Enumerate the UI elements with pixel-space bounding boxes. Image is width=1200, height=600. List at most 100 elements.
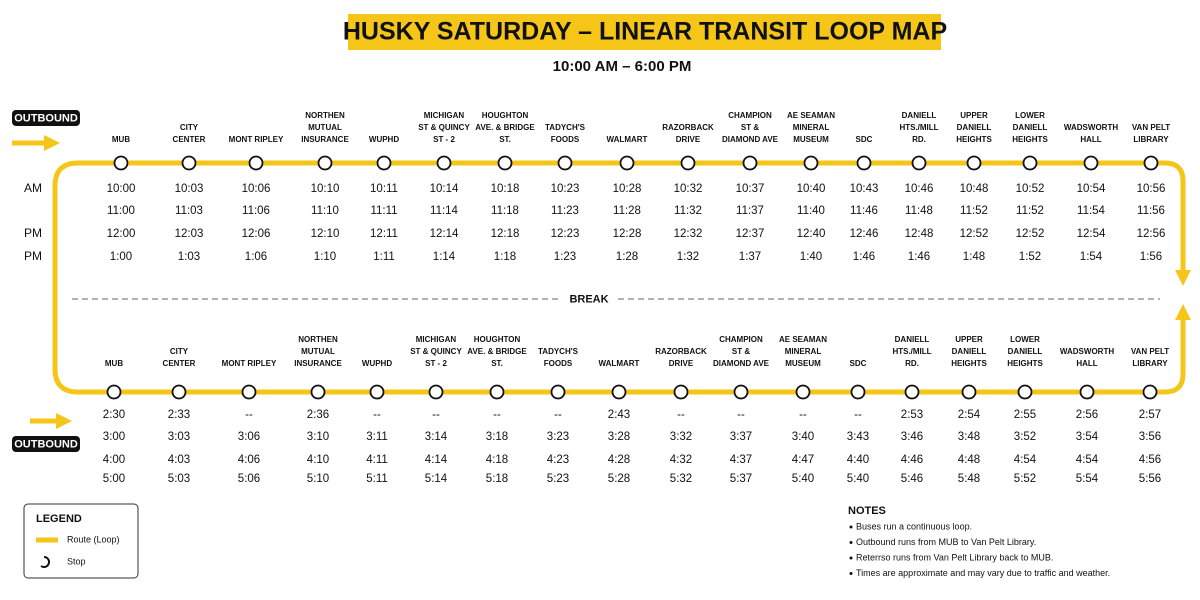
departure-time: 5:06 bbox=[238, 473, 260, 485]
departure-time: 3:00 bbox=[103, 431, 125, 443]
departure-time: 12:18 bbox=[491, 228, 520, 240]
stop-name: ST - 2 bbox=[433, 135, 455, 144]
stop-marker bbox=[1079, 384, 1095, 400]
departure-time: 3:40 bbox=[792, 431, 814, 443]
departure-time: 2:55 bbox=[1014, 409, 1036, 421]
stop-name: ST & QUINCY bbox=[418, 123, 470, 132]
departure-time: 1:40 bbox=[800, 251, 822, 263]
departure-time: 12:37 bbox=[736, 228, 765, 240]
stop-name: UPPER bbox=[960, 111, 988, 120]
stop-name: VAN PELT bbox=[1132, 123, 1170, 132]
stop-name: DANIELL bbox=[895, 335, 930, 344]
departure-time: 3:48 bbox=[958, 431, 980, 443]
departure-time: 3:06 bbox=[238, 431, 260, 443]
departure-time: 10:40 bbox=[797, 183, 826, 195]
stop-marker bbox=[171, 384, 187, 400]
departure-time: 10:00 bbox=[107, 183, 136, 195]
stop-marker bbox=[241, 384, 257, 400]
stop-name: LOWER bbox=[1015, 111, 1045, 120]
departure-time: 10:23 bbox=[551, 183, 580, 195]
departure-time: -- bbox=[799, 409, 807, 421]
departure-time: 2:54 bbox=[958, 409, 981, 421]
stop-name: WUPHD bbox=[362, 359, 392, 368]
departure-time: 12:40 bbox=[797, 228, 826, 240]
stop-marker bbox=[1017, 384, 1033, 400]
stop-name: DANIELL bbox=[952, 347, 987, 356]
departure-time: 1:28 bbox=[616, 251, 638, 263]
departure-time: 3:32 bbox=[670, 431, 692, 443]
stop-name: WALMART bbox=[599, 359, 640, 368]
departure-time: 1:03 bbox=[178, 251, 200, 263]
stop-marker bbox=[1083, 155, 1099, 171]
stop-name: WADSWORTH bbox=[1060, 347, 1114, 356]
departure-time: -- bbox=[737, 409, 745, 421]
stop-name: DRIVE bbox=[669, 359, 694, 368]
stop-marker bbox=[369, 384, 385, 400]
departure-time: 12:23 bbox=[551, 228, 580, 240]
stop-name: AVE. & BRIDGE bbox=[475, 123, 535, 132]
departure-time: 11:18 bbox=[491, 205, 519, 217]
stop-name: HOUGHTON bbox=[474, 335, 521, 344]
departure-time: 3:23 bbox=[547, 431, 569, 443]
stop-name: HALL bbox=[1080, 135, 1101, 144]
stop-name: ST & QUINCY bbox=[410, 347, 462, 356]
stop-name: WALMART bbox=[607, 135, 648, 144]
departure-time: 12:06 bbox=[242, 228, 271, 240]
departure-time: 3:43 bbox=[847, 431, 869, 443]
departure-time: 11:11 bbox=[370, 205, 397, 217]
departure-time: -- bbox=[854, 409, 862, 421]
departure-time: 4:23 bbox=[547, 454, 569, 466]
departure-time: 10:10 bbox=[311, 183, 340, 195]
departure-time: 12:46 bbox=[850, 228, 879, 240]
departure-time: 3:10 bbox=[307, 431, 329, 443]
departure-time: 5:40 bbox=[847, 473, 869, 485]
stop-name: NORTHEN bbox=[305, 111, 345, 120]
legend-item: Route (Loop) bbox=[67, 534, 120, 544]
departure-time: 10:32 bbox=[674, 183, 703, 195]
stop-name: DANIELL bbox=[1013, 123, 1048, 132]
departure-time: 4:48 bbox=[958, 454, 980, 466]
departure-time: 4:00 bbox=[103, 454, 125, 466]
departure-time: 1:00 bbox=[110, 251, 132, 263]
stop-name: ST - 2 bbox=[425, 359, 447, 368]
departure-time: 11:28 bbox=[613, 205, 641, 217]
note-bullet bbox=[849, 525, 853, 529]
departure-time: 5:23 bbox=[547, 473, 569, 485]
departure-time: 10:11 bbox=[370, 183, 398, 195]
departure-time: 5:18 bbox=[486, 473, 508, 485]
departure-time: 3:14 bbox=[425, 431, 448, 443]
stop-name: WUPHD bbox=[369, 135, 399, 144]
stop-name: MICHIGAN bbox=[424, 111, 465, 120]
stop-name: LIBRARY bbox=[1133, 135, 1169, 144]
departure-time: 10:43 bbox=[850, 183, 879, 195]
stop-name: HTS./MILL bbox=[899, 123, 938, 132]
stop-name: VAN PELT bbox=[1131, 347, 1169, 356]
departure-time: 1:56 bbox=[1140, 251, 1162, 263]
period-label: PM bbox=[24, 249, 42, 263]
stop-name: HEIGHTS bbox=[1007, 359, 1043, 368]
departure-time: 12:28 bbox=[613, 228, 642, 240]
departure-time: 3:52 bbox=[1014, 431, 1036, 443]
stop-marker bbox=[106, 384, 122, 400]
departure-time: 12:52 bbox=[960, 228, 989, 240]
departure-time: 11:54 bbox=[1077, 205, 1106, 217]
stop-name: CHAMPION bbox=[728, 111, 772, 120]
stop-name: MICHIGAN bbox=[416, 335, 457, 344]
departure-time: 3:03 bbox=[168, 431, 190, 443]
stop-name: MONT RIPLEY bbox=[229, 135, 284, 144]
legend-item: Stop bbox=[67, 556, 86, 566]
stop-marker bbox=[673, 384, 689, 400]
departure-time: 10:56 bbox=[1137, 183, 1166, 195]
departure-time: 4:56 bbox=[1139, 454, 1161, 466]
departure-time: -- bbox=[554, 409, 562, 421]
stop-name: RAZORBACK bbox=[662, 123, 714, 132]
departure-time: 2:43 bbox=[608, 409, 630, 421]
stop-name: AE SEAMAN bbox=[779, 335, 827, 344]
departure-time: 4:54 bbox=[1014, 454, 1037, 466]
departure-time: 10:18 bbox=[491, 183, 520, 195]
stop-name: HTS./MILL bbox=[892, 347, 931, 356]
departure-time: 10:28 bbox=[613, 183, 642, 195]
subtitle: 10:00 AM – 6:00 PM bbox=[553, 58, 692, 75]
period-label: AM bbox=[24, 181, 42, 195]
